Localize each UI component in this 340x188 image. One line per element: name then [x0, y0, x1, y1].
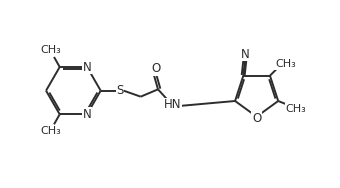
- Text: S: S: [116, 84, 124, 97]
- Text: CH₃: CH₃: [286, 104, 306, 114]
- Text: N: N: [241, 48, 249, 61]
- Text: HN: HN: [164, 98, 181, 111]
- Text: N: N: [83, 108, 91, 121]
- Text: CH₃: CH₃: [275, 59, 296, 69]
- Text: O: O: [252, 112, 261, 125]
- Text: N: N: [83, 61, 91, 74]
- Text: CH₃: CH₃: [40, 45, 61, 55]
- Text: CH₃: CH₃: [40, 126, 61, 136]
- Text: O: O: [151, 62, 160, 75]
